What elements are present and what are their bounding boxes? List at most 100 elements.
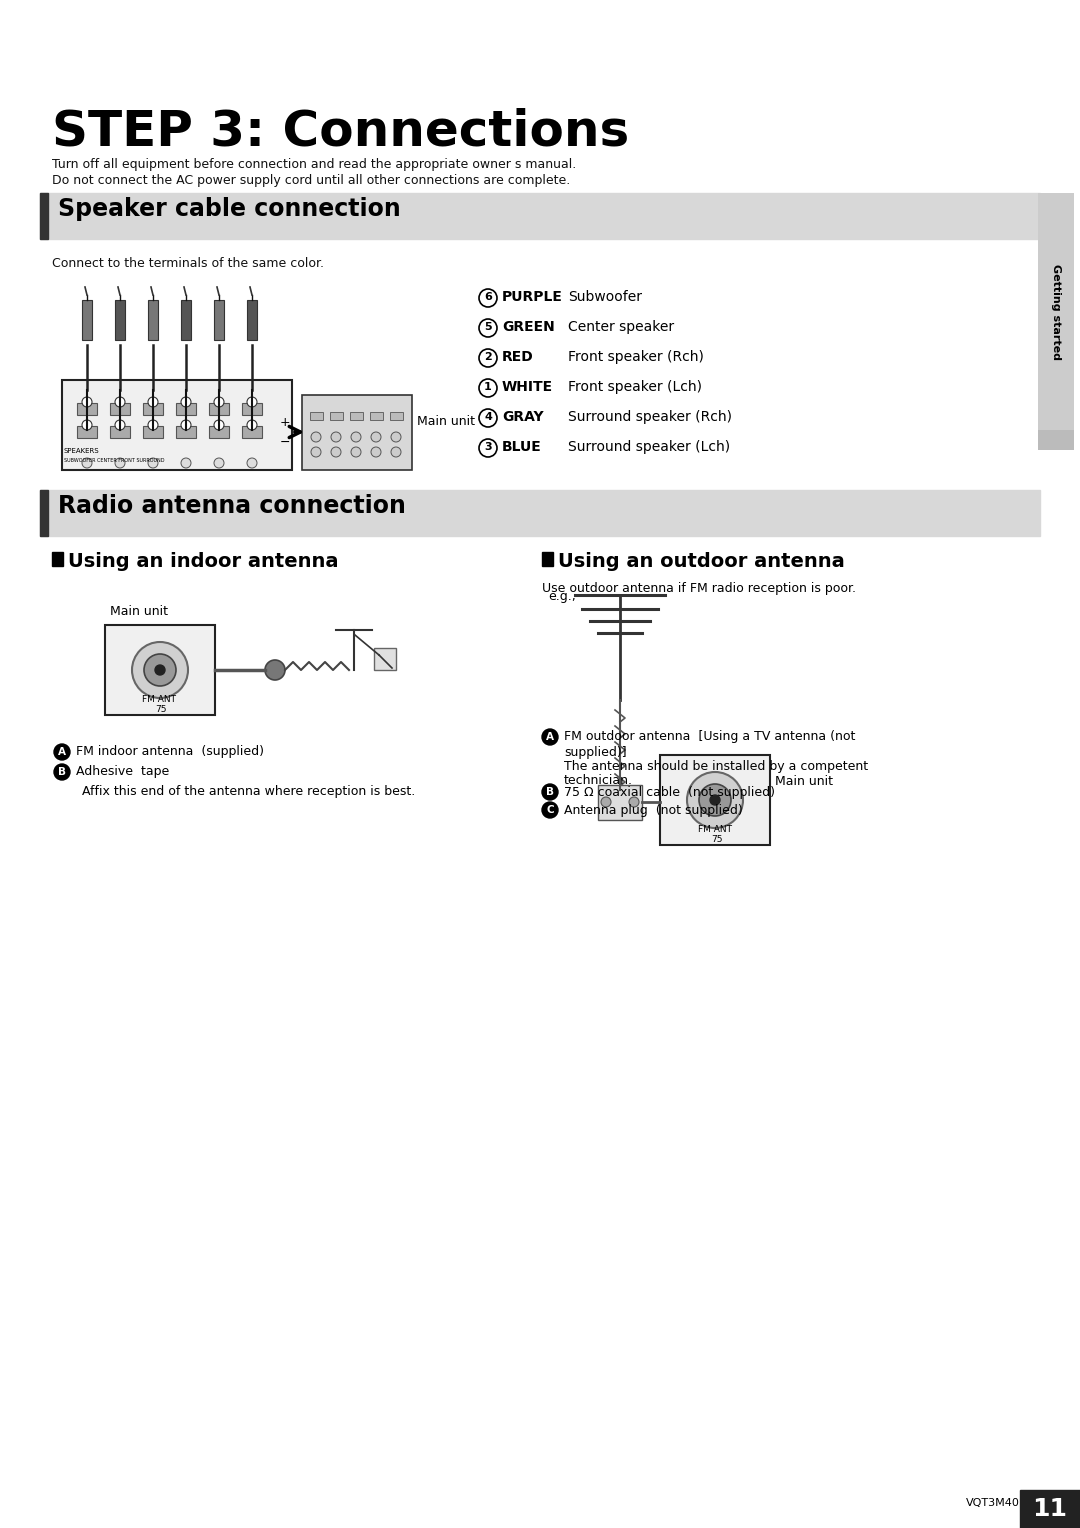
Circle shape: [82, 397, 92, 406]
Text: 75: 75: [156, 704, 166, 714]
Text: Main unit: Main unit: [110, 605, 168, 617]
Circle shape: [330, 432, 341, 442]
Circle shape: [542, 802, 558, 817]
Bar: [82, 299, 92, 341]
Bar: [370, 413, 383, 420]
Circle shape: [480, 439, 497, 457]
Circle shape: [214, 458, 224, 468]
Text: WHITE: WHITE: [502, 380, 553, 394]
Bar: [660, 755, 770, 845]
Bar: [77, 403, 97, 416]
Circle shape: [480, 348, 497, 367]
Text: RED: RED: [502, 350, 534, 364]
Bar: [176, 403, 195, 416]
Bar: [242, 426, 262, 439]
Text: 5: 5: [484, 322, 491, 332]
Text: 6: 6: [484, 292, 491, 303]
Text: Front speaker (Lch): Front speaker (Lch): [568, 380, 702, 394]
Text: Surround speaker (Lch): Surround speaker (Lch): [568, 440, 730, 454]
Text: Connect to the terminals of the same color.: Connect to the terminals of the same col…: [52, 257, 324, 270]
Bar: [62, 380, 292, 471]
Circle shape: [82, 458, 92, 468]
Circle shape: [114, 397, 125, 406]
Circle shape: [351, 448, 361, 457]
Bar: [302, 396, 411, 471]
Text: Affix this end of the antenna where reception is best.: Affix this end of the antenna where rece…: [82, 785, 415, 798]
Bar: [77, 426, 97, 439]
Text: A: A: [546, 732, 554, 743]
Circle shape: [54, 744, 70, 759]
Bar: [1020, 1490, 1080, 1528]
Bar: [40, 193, 1040, 238]
Circle shape: [480, 319, 497, 338]
Circle shape: [214, 420, 224, 429]
Circle shape: [148, 458, 158, 468]
Text: FM ANT: FM ANT: [698, 825, 732, 834]
Bar: [143, 403, 163, 416]
Circle shape: [247, 458, 257, 468]
Text: 75 Ω coaxial cable  (not supplied): 75 Ω coaxial cable (not supplied): [564, 785, 775, 799]
Bar: [1038, 193, 1074, 429]
Circle shape: [480, 410, 497, 426]
Bar: [542, 552, 553, 565]
Bar: [214, 299, 224, 341]
Bar: [247, 299, 257, 341]
Text: 11: 11: [1032, 1497, 1067, 1520]
Text: FM indoor antenna  (supplied): FM indoor antenna (supplied): [76, 746, 264, 758]
Text: Subwoofer: Subwoofer: [568, 290, 642, 304]
Circle shape: [542, 729, 558, 746]
Bar: [310, 413, 323, 420]
Bar: [105, 625, 215, 715]
Circle shape: [542, 784, 558, 801]
Text: Front speaker (Rch): Front speaker (Rch): [568, 350, 704, 364]
Text: 4: 4: [484, 413, 491, 422]
Circle shape: [132, 642, 188, 698]
Bar: [110, 426, 130, 439]
Text: Speaker cable connection: Speaker cable connection: [58, 197, 401, 222]
Bar: [242, 403, 262, 416]
Bar: [176, 426, 195, 439]
Circle shape: [391, 448, 401, 457]
Circle shape: [629, 798, 639, 807]
Circle shape: [181, 397, 191, 406]
Bar: [390, 413, 403, 420]
Text: Getting started: Getting started: [1051, 263, 1061, 359]
Text: 1: 1: [484, 382, 491, 393]
Text: BLUE: BLUE: [502, 440, 542, 454]
Text: Use outdoor antenna if FM radio reception is poor.: Use outdoor antenna if FM radio receptio…: [542, 582, 856, 594]
Circle shape: [480, 379, 497, 397]
Circle shape: [156, 665, 165, 675]
Text: Do not connect the AC power supply cord until all other connections are complete: Do not connect the AC power supply cord …: [52, 174, 570, 186]
Circle shape: [372, 448, 381, 457]
Circle shape: [114, 420, 125, 429]
Text: Antenna plug  (not supplied): Antenna plug (not supplied): [564, 804, 743, 817]
Circle shape: [710, 795, 720, 805]
Text: supplied)]: supplied)]: [564, 746, 626, 759]
Text: 2: 2: [484, 351, 491, 362]
Text: technician.: technician.: [564, 775, 633, 787]
Text: The antenna should be installed by a competent: The antenna should be installed by a com…: [564, 759, 868, 773]
Text: B: B: [58, 767, 66, 778]
Circle shape: [351, 432, 361, 442]
Text: Using an indoor antenna: Using an indoor antenna: [68, 552, 338, 571]
Circle shape: [181, 458, 191, 468]
Text: SPEAKERS: SPEAKERS: [64, 448, 99, 454]
Text: SUBWOOFER CENTER FRONT SURROUND: SUBWOOFER CENTER FRONT SURROUND: [64, 458, 164, 463]
Text: 75: 75: [711, 834, 723, 843]
Text: Center speaker: Center speaker: [568, 319, 674, 335]
Text: GREEN: GREEN: [502, 319, 555, 335]
Text: C: C: [546, 805, 554, 814]
Text: VQT3M40: VQT3M40: [967, 1497, 1020, 1508]
Text: Radio antenna connection: Radio antenna connection: [58, 494, 406, 518]
Bar: [40, 490, 1040, 536]
Bar: [598, 785, 642, 821]
Circle shape: [600, 798, 611, 807]
Circle shape: [311, 432, 321, 442]
Bar: [40, 193, 48, 238]
Circle shape: [372, 432, 381, 442]
Circle shape: [480, 289, 497, 307]
Bar: [40, 490, 48, 536]
Bar: [110, 403, 130, 416]
Circle shape: [247, 397, 257, 406]
Circle shape: [687, 772, 743, 828]
